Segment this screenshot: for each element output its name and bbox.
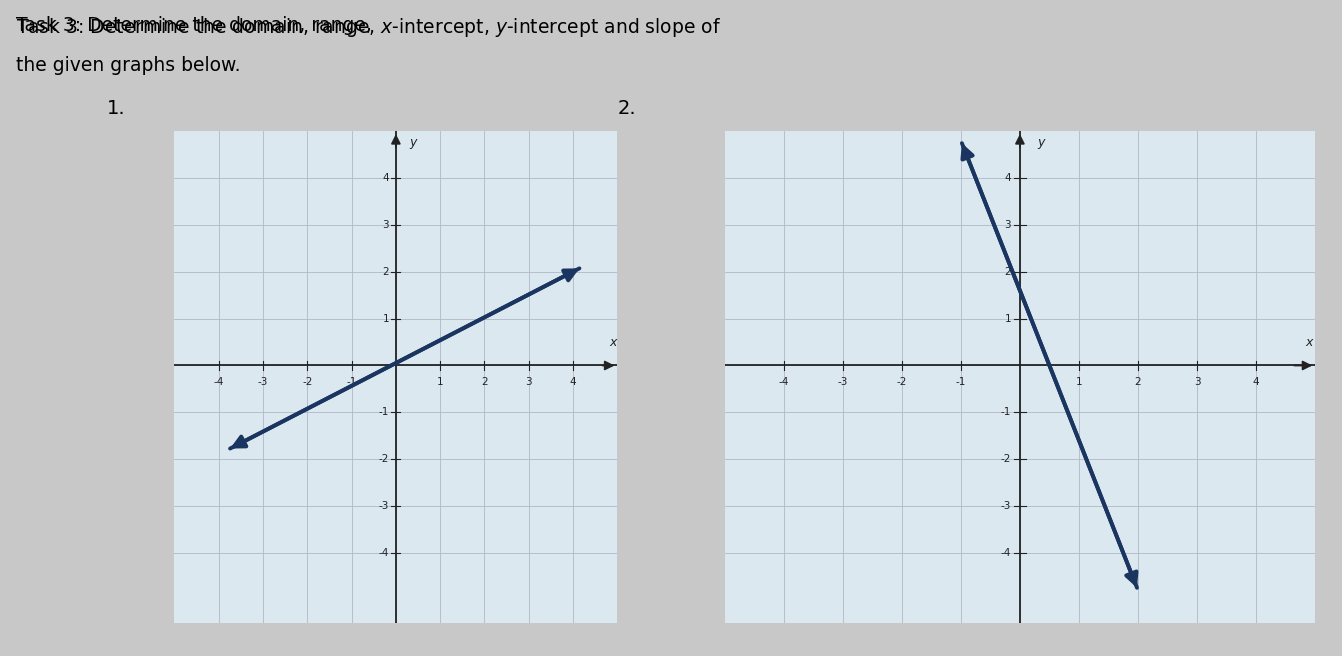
Text: -1: -1 [378, 407, 389, 417]
Text: 2: 2 [382, 267, 389, 277]
Text: 4: 4 [1253, 377, 1259, 387]
Text: y: y [1037, 136, 1045, 149]
Text: 1: 1 [382, 314, 389, 323]
Text: -1: -1 [346, 377, 357, 387]
Text: 2: 2 [1135, 377, 1141, 387]
Text: x: x [1306, 336, 1312, 349]
Text: -4: -4 [1001, 548, 1011, 558]
Text: 2: 2 [1004, 267, 1011, 277]
Text: 3: 3 [526, 377, 531, 387]
Text: x: x [609, 336, 616, 349]
Text: -3: -3 [378, 501, 389, 511]
Text: 4: 4 [1004, 173, 1011, 183]
Text: -4: -4 [778, 377, 789, 387]
Text: 1.: 1. [107, 99, 126, 118]
Text: 4: 4 [570, 377, 576, 387]
Text: -4: -4 [378, 548, 389, 558]
Text: -1: -1 [1001, 407, 1011, 417]
Text: the given graphs below.: the given graphs below. [16, 56, 240, 75]
Text: Task 3: Determine the domain, range, $x$-intercept, $y$-intercept and slope of: Task 3: Determine the domain, range, $x$… [16, 16, 721, 39]
Text: -3: -3 [258, 377, 268, 387]
Text: -2: -2 [1001, 454, 1011, 464]
Text: 3: 3 [382, 220, 389, 230]
Text: -2: -2 [378, 454, 389, 464]
Text: 3: 3 [1004, 220, 1011, 230]
Text: -3: -3 [1001, 501, 1011, 511]
Text: 2.: 2. [617, 99, 636, 118]
Text: 3: 3 [1194, 377, 1200, 387]
Text: -2: -2 [302, 377, 313, 387]
Text: 1: 1 [437, 377, 443, 387]
Text: -4: -4 [213, 377, 224, 387]
Text: 1: 1 [1004, 314, 1011, 323]
Text: -1: -1 [956, 377, 966, 387]
Text: -3: -3 [837, 377, 848, 387]
Text: -2: -2 [896, 377, 907, 387]
Text: Task 3: Determine the domain, range,: Task 3: Determine the domain, range, [16, 16, 378, 35]
Text: 4: 4 [382, 173, 389, 183]
Text: y: y [409, 136, 416, 149]
Text: 1: 1 [1076, 377, 1082, 387]
Text: 2: 2 [482, 377, 487, 387]
